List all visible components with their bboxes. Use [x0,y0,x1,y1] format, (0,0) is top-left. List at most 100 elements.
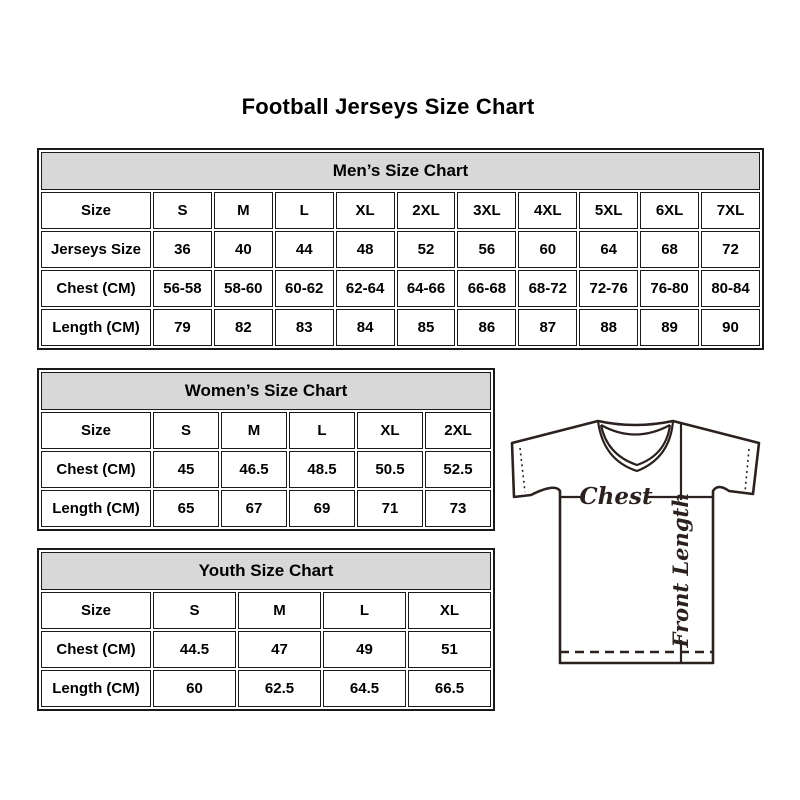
size-cell: XL [335,192,395,229]
size-cell: 44.5 [153,631,236,668]
size-cell: 44 [274,231,334,268]
size-cell: 68-72 [518,270,578,307]
size-cell: M [238,592,321,629]
size-cell: 49 [323,631,406,668]
size-cell: 89 [640,309,700,346]
collar-back-seam [600,424,671,436]
size-cell: 58-60 [213,270,273,307]
womens-size-table: Women’s Size Chart Size S M L XL 2XL Chest (CM)… [37,368,495,531]
row-label: Length (CM) [41,490,151,527]
row-label: Chest (CM) [41,451,151,488]
size-cell: 84 [335,309,395,346]
table-row: Chest (CM) 45 46.5 48.5 50.5 52.5 [41,451,491,488]
row-label: Chest (CM) [41,631,151,668]
size-cell: 52 [396,231,456,268]
size-cell: 88 [579,309,639,346]
table-title: Youth Size Chart [41,552,491,590]
size-cell: 71 [357,490,423,527]
size-cell: S [153,192,212,229]
size-cell: 60 [518,231,578,268]
size-cell: 45 [153,451,219,488]
size-cell: 48.5 [289,451,355,488]
row-label: Length (CM) [41,309,151,346]
size-cell: 60-62 [274,270,334,307]
row-label: Chest (CM) [41,270,151,307]
sleeve-stitch-right [744,448,750,493]
row-label: Size [41,412,151,449]
size-cell: 72-76 [579,270,639,307]
youth-size-table: Youth Size Chart Size S M L XL Chest (CM) 44.5 4… [37,548,495,711]
size-cell: 80-84 [701,270,760,307]
row-label: Length (CM) [41,670,151,707]
size-cell: 86 [457,309,517,346]
size-cell: 51 [408,631,491,668]
size-cell: 5XL [579,192,639,229]
table-row: Length (CM) 65 67 69 71 73 [41,490,491,527]
size-cell: 2XL [396,192,456,229]
size-cell: 64-66 [396,270,456,307]
table-title: Men’s Size Chart [41,152,760,190]
size-cell: 60 [153,670,236,707]
jersey-measurement-diagram: Chest Front Length [510,419,761,665]
size-cell: 66-68 [457,270,517,307]
size-cell: 52.5 [425,451,491,488]
size-cell: 68 [640,231,700,268]
size-cell: 47 [238,631,321,668]
row-label: Size [41,592,151,629]
size-cell: 87 [518,309,578,346]
collar-inner [599,424,672,467]
size-cell: L [274,192,334,229]
size-cell: M [221,412,287,449]
size-cell: 56-58 [153,270,212,307]
size-cell: 83 [274,309,334,346]
size-cell: 7XL [701,192,760,229]
size-cell: 36 [153,231,212,268]
size-cell: L [289,412,355,449]
collar-outer [596,420,675,473]
table-row: Chest (CM) 44.5 47 49 51 [41,631,491,668]
size-cell: 64.5 [323,670,406,707]
front-length-label: Front Length [668,493,693,649]
table-row: Size S M L XL [41,592,491,629]
size-cell: 64 [579,231,639,268]
size-cell: S [153,592,236,629]
size-cell: 48 [335,231,395,268]
mens-size-table: Men’s Size Chart Size S M L XL 2XL 3XL 4XL 5XL 6XL… [37,148,764,350]
size-cell: M [213,192,273,229]
size-cell: XL [357,412,423,449]
sleeve-stitch-left [519,447,526,493]
size-cell: 65 [153,490,219,527]
size-cell: 2XL [425,412,491,449]
table-row: Jerseys Size 36 40 44 48 52 56 60 64 68 72 [41,231,760,268]
size-cell: 62-64 [335,270,395,307]
size-cell: 76-80 [640,270,700,307]
table-row: Size S M L XL 2XL 3XL 4XL 5XL 6XL 7XL [41,192,760,229]
jersey-outline [510,419,761,665]
table-row: Length (CM) 60 62.5 64.5 66.5 [41,670,491,707]
size-cell: 85 [396,309,456,346]
size-cell: 79 [153,309,212,346]
table-title: Women’s Size Chart [41,372,491,410]
size-cell: L [323,592,406,629]
table-row: Size S M L XL 2XL [41,412,491,449]
front-length-label-mask [669,500,693,640]
size-cell: 3XL [457,192,517,229]
size-cell: 40 [213,231,273,268]
size-cell: 6XL [640,192,700,229]
size-cell: S [153,412,219,449]
table-row: Chest (CM) 56-58 58-60 60-62 62-64 64-66 66-68… [41,270,760,307]
size-cell: 46.5 [221,451,287,488]
page-title: Football Jerseys Size Chart [241,94,535,119]
size-cell: 62.5 [238,670,321,707]
size-cell: 67 [221,490,287,527]
size-cell: 69 [289,490,355,527]
size-cell: 50.5 [357,451,423,488]
size-cell: 90 [701,309,760,346]
size-cell: 56 [457,231,517,268]
size-cell: 73 [425,490,491,527]
size-cell: 4XL [518,192,578,229]
size-cell: XL [408,592,491,629]
chest-label: Chest [579,483,653,510]
row-label: Size [41,192,151,229]
